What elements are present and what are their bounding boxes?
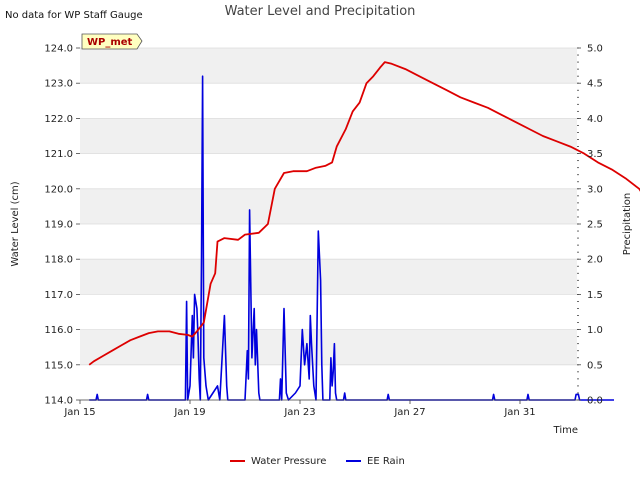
x-tick-label: Jan 15: [63, 407, 95, 418]
y-left-tick-label: 114.0: [44, 396, 73, 407]
y-ticks-right: 0.0 0.5 1.0 1.5 2.0 2.5 3.0 3.5 4.0 4.5 5.0: [577, 44, 603, 407]
y-right-tick-label: 2.5: [587, 220, 603, 231]
legend-label-ee-rain: EE Rain: [367, 456, 405, 467]
grid-bands: [80, 48, 577, 365]
legend-label-water-pressure: Water Pressure: [251, 456, 326, 467]
y-ticks-left: 114.0 115.0 116.0 117.0 118.0 119.0 120.0 121.0…: [44, 44, 80, 407]
y-right-tick-label: 1.5: [587, 290, 603, 301]
y-left-tick-label: 124.0: [44, 44, 73, 55]
y-right-tick-label: 0.0: [587, 396, 603, 407]
station-label-badge: WP_met: [81, 33, 143, 50]
x-tick-label: Jan 23: [283, 407, 315, 418]
x-ticks: Jan 15 Jan 19 Jan 23 Jan 27 Jan 31: [63, 400, 536, 418]
y-axis-right-title: Precipitation: [622, 193, 633, 256]
y-left-tick-label: 117.0: [44, 290, 73, 301]
grid-band: [80, 48, 577, 84]
y-right-tick-label: 4.0: [587, 114, 603, 125]
station-label: WP_met: [87, 37, 133, 48]
y-left-tick-label: 118.0: [44, 255, 73, 266]
y-right-tick-label: 1.0: [587, 325, 603, 336]
y-right-tick-label: 5.0: [587, 44, 603, 55]
legend: Water Pressure EE Rain: [230, 456, 405, 467]
y-right-tick-label: 0.5: [587, 360, 603, 371]
y-right-tick-label: 3.0: [587, 184, 603, 195]
x-axis-title: Time: [553, 425, 578, 436]
x-tick-label: Jan 31: [503, 407, 535, 418]
water-pressure-series: [88, 61, 640, 366]
grid-band: [80, 329, 577, 365]
y-right-tick-label: 3.5: [587, 149, 603, 160]
x-tick-label: Jan 27: [393, 407, 425, 418]
grid-band: [80, 259, 577, 295]
x-tick-label: Jan 19: [173, 407, 205, 418]
y-left-tick-label: 122.0: [44, 114, 73, 125]
y-right-tick-label: 4.5: [587, 79, 603, 90]
y-left-tick-label: 121.0: [44, 149, 73, 160]
y-left-tick-label: 115.0: [44, 360, 73, 371]
y-left-tick-label: 116.0: [44, 325, 73, 336]
no-data-note: No data for WP Staff Gauge: [5, 10, 143, 21]
series-line-water-pressure: [88, 61, 640, 366]
y-left-tick-label: 119.0: [44, 220, 73, 231]
chart-title: Water Level and Precipitation: [225, 4, 416, 19]
y-right-tick-label: 2.0: [587, 255, 603, 266]
y-left-tick-label: 120.0: [44, 184, 73, 195]
y-left-tick-label: 123.0: [44, 79, 73, 90]
grid-band: [80, 188, 577, 224]
grid-band: [80, 118, 577, 154]
y-axis-left-title: Water Level (cm): [10, 181, 21, 266]
